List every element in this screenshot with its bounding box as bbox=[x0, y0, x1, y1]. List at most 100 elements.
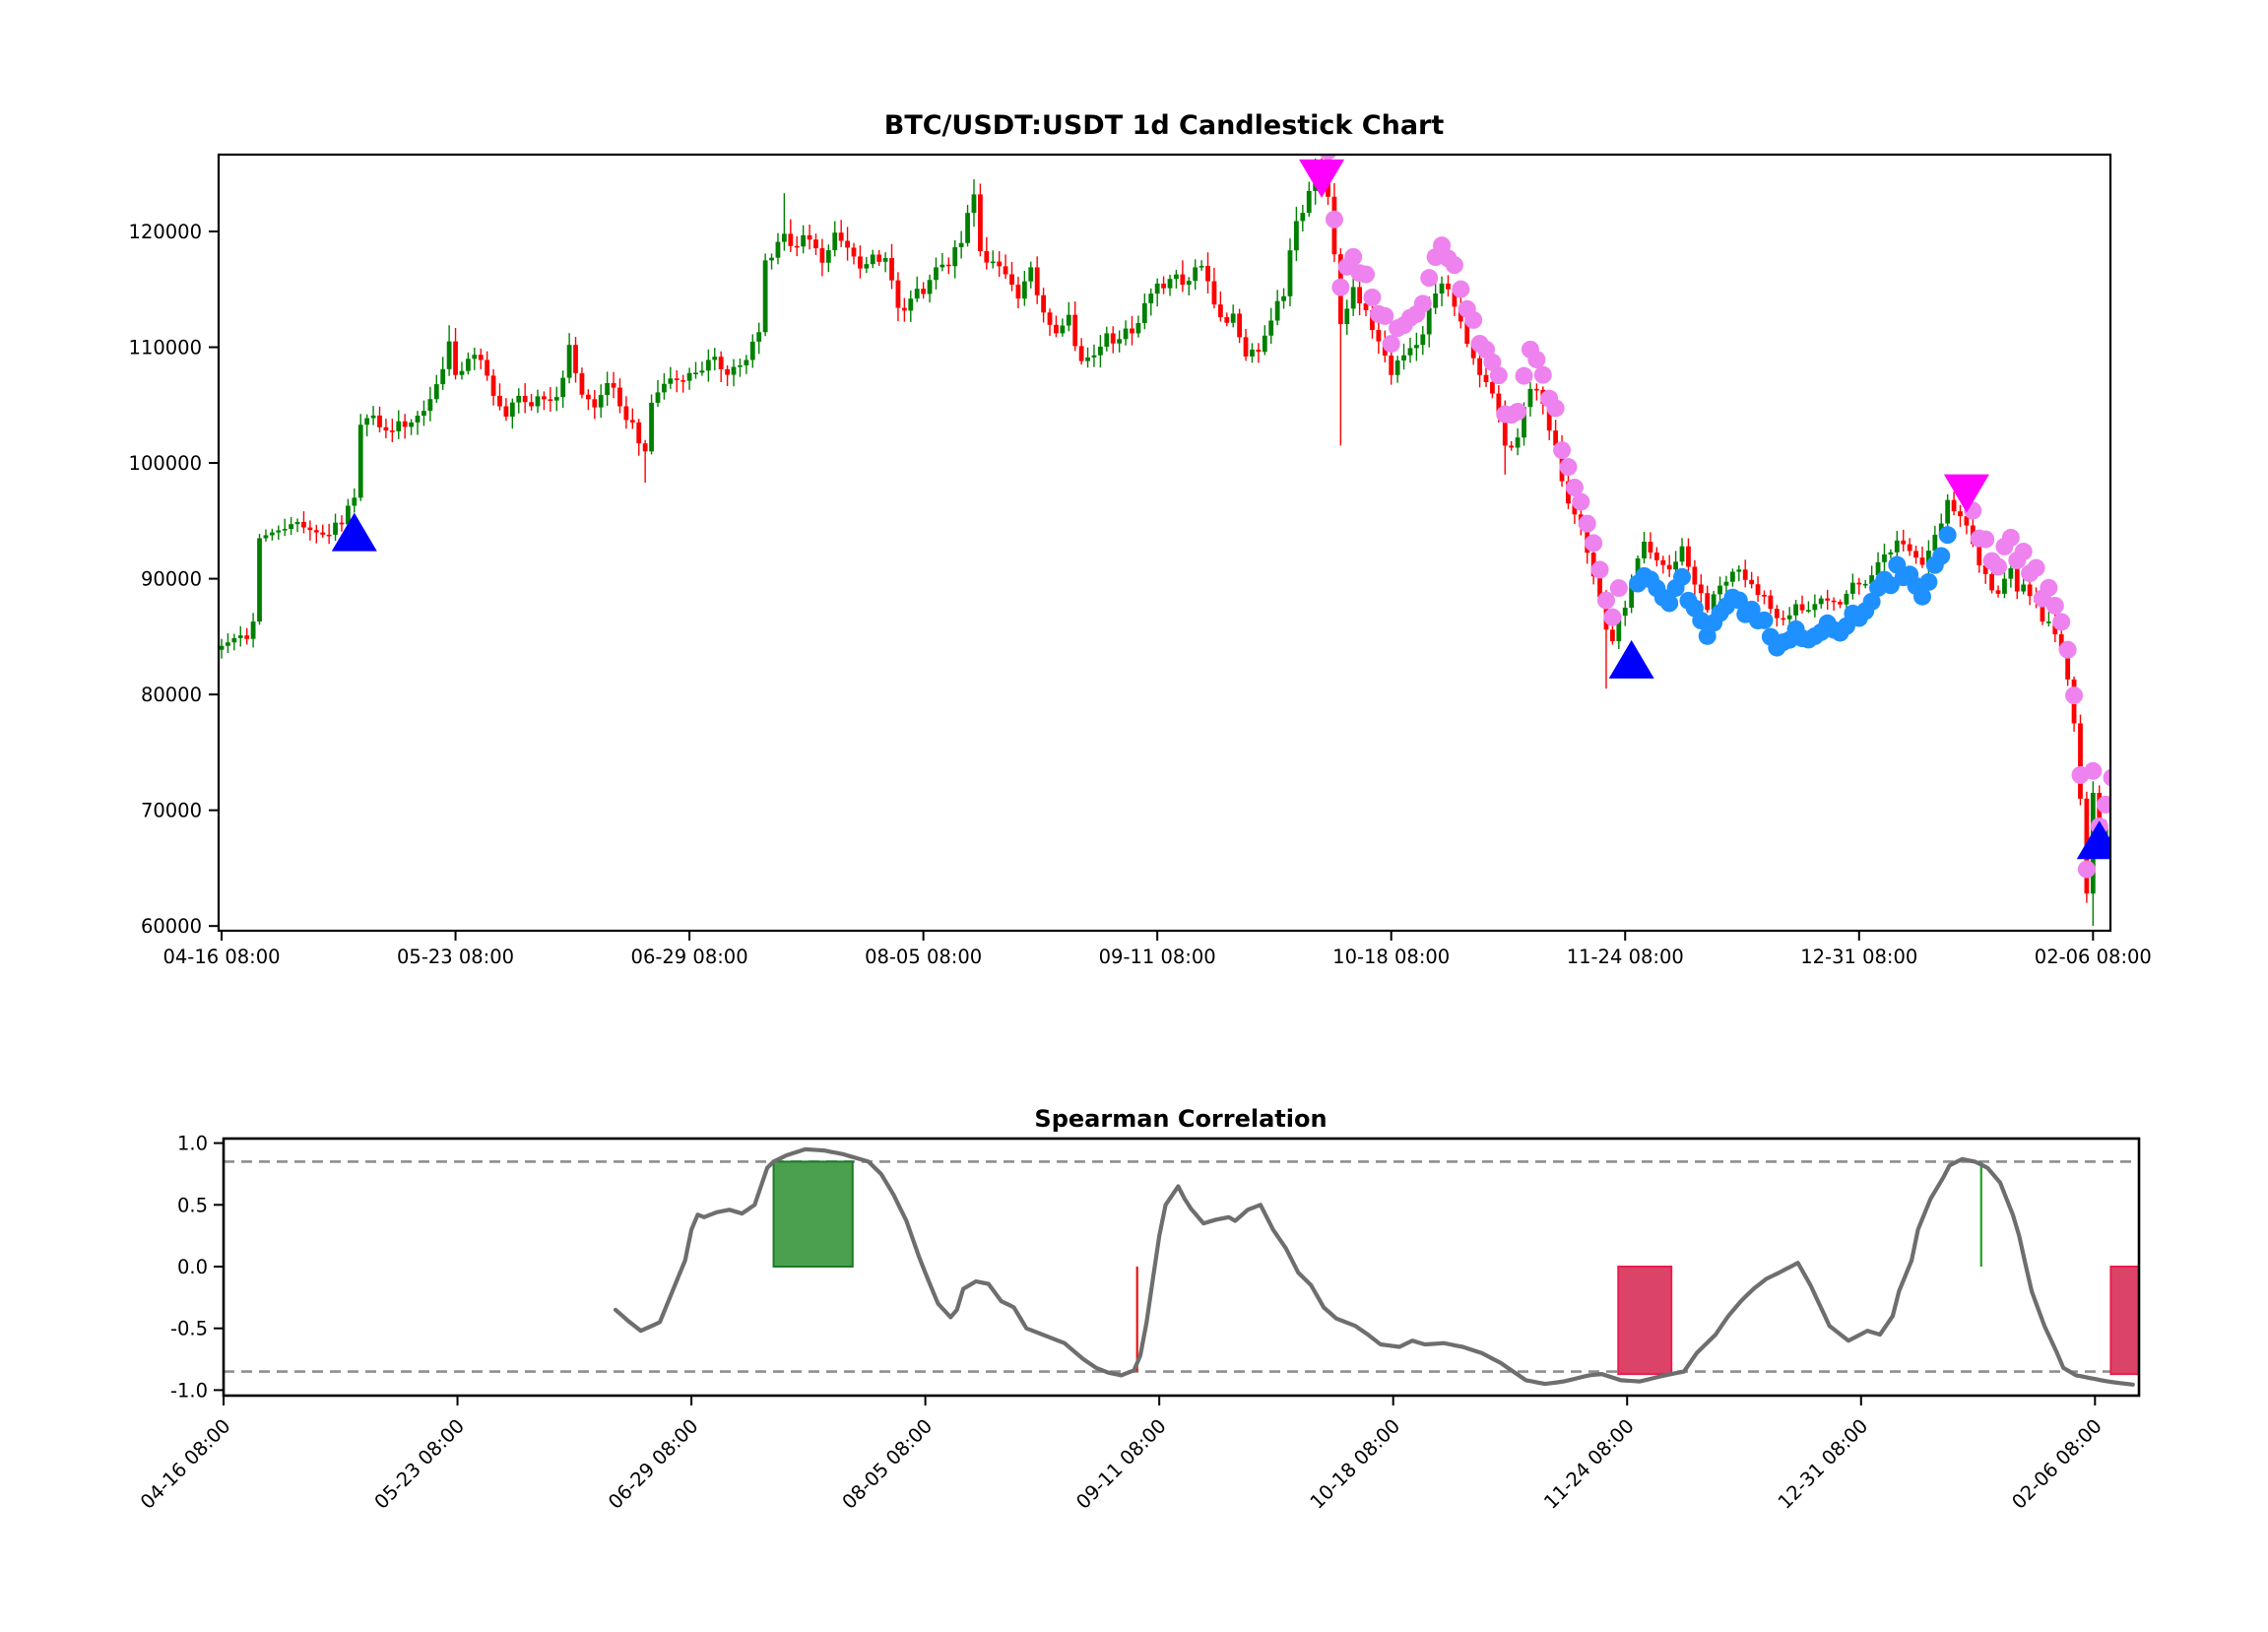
x-tick-label-rotated: 11-24 08:00 bbox=[1539, 1414, 1638, 1513]
candle-body bbox=[990, 261, 996, 264]
x-tick-label-rotated: 05-23 08:00 bbox=[370, 1414, 469, 1513]
candle-body bbox=[490, 375, 496, 396]
candle-body bbox=[1989, 573, 1994, 591]
candle-body bbox=[997, 261, 1003, 267]
violet-dot bbox=[1325, 210, 1343, 228]
candle-body bbox=[1736, 569, 1742, 572]
violet-dot bbox=[1376, 306, 1394, 325]
candle-body bbox=[1047, 312, 1053, 325]
candle-body bbox=[1439, 283, 1445, 294]
candle-body bbox=[1755, 584, 1761, 596]
candle-body bbox=[1205, 266, 1210, 282]
candle-body bbox=[1838, 602, 1843, 605]
candle-body bbox=[858, 256, 863, 269]
violet-dot bbox=[1357, 265, 1376, 284]
candle-body bbox=[1426, 307, 1432, 335]
candle-body bbox=[497, 395, 502, 407]
candle-body bbox=[1420, 334, 1426, 346]
candle-body bbox=[1300, 213, 1306, 222]
candle-body bbox=[978, 194, 983, 251]
candle-body bbox=[244, 635, 250, 639]
violet-dot bbox=[1452, 280, 1470, 298]
blue-dot bbox=[1698, 626, 1717, 645]
candle-body bbox=[592, 399, 598, 408]
candle-body bbox=[1660, 559, 1666, 565]
x-tick-label-rotated: 06-29 08:00 bbox=[604, 1414, 702, 1513]
candle-body bbox=[1376, 330, 1382, 342]
candle-body bbox=[1527, 388, 1533, 408]
candle-body bbox=[1180, 274, 1186, 286]
y-tick-label: 0.0 bbox=[177, 1256, 208, 1278]
candle-body bbox=[642, 443, 648, 452]
candle-body bbox=[370, 415, 376, 419]
candle-body bbox=[1167, 279, 1173, 289]
candle-body bbox=[756, 332, 762, 342]
candle-body bbox=[832, 232, 838, 251]
candle-body bbox=[1502, 413, 1508, 446]
x-tick-label: 10-18 08:00 bbox=[1332, 946, 1450, 968]
candle-body bbox=[1818, 598, 1824, 605]
candle-body bbox=[352, 497, 357, 506]
candle-body bbox=[1679, 546, 1685, 562]
candle-body bbox=[940, 264, 945, 268]
x-tick-label-rotated: 08-05 08:00 bbox=[838, 1414, 937, 1513]
candle-body bbox=[529, 402, 534, 407]
x-tick-label-rotated: 09-11 08:00 bbox=[1071, 1414, 1170, 1513]
violet-dot bbox=[1578, 514, 1596, 533]
candle-body bbox=[1452, 289, 1458, 307]
candle-body bbox=[333, 522, 338, 535]
violet-dot bbox=[1331, 278, 1350, 296]
candle-body bbox=[1015, 285, 1021, 299]
candle-body bbox=[1982, 565, 1988, 574]
candle-body bbox=[1964, 516, 1970, 526]
candle-body bbox=[1799, 604, 1805, 611]
candle-body bbox=[389, 430, 395, 432]
candle-body bbox=[864, 264, 870, 269]
candle-body bbox=[560, 377, 566, 398]
candle-body bbox=[725, 368, 730, 375]
candle-body bbox=[2008, 568, 2014, 579]
candle-body bbox=[927, 280, 933, 294]
candle-body bbox=[1705, 593, 1711, 611]
candle-body bbox=[377, 415, 382, 427]
correlation-chart-title: Spearman Correlation bbox=[1034, 1105, 1328, 1133]
x-tick-label: 08-05 08:00 bbox=[865, 946, 982, 968]
candle-body bbox=[1490, 381, 1495, 394]
violet-dot bbox=[2058, 640, 2077, 659]
candle-body bbox=[294, 522, 300, 525]
candle-body bbox=[1666, 564, 1672, 570]
candle-body bbox=[1976, 544, 1982, 566]
candle-body bbox=[794, 245, 800, 248]
candle-body bbox=[1742, 569, 1748, 580]
candle-body bbox=[1085, 357, 1090, 361]
candle-body bbox=[908, 298, 914, 311]
candle-body bbox=[446, 341, 452, 369]
candle-body bbox=[1831, 600, 1837, 603]
candle-body bbox=[409, 422, 414, 427]
candle-body bbox=[788, 233, 794, 246]
candle-body bbox=[813, 239, 818, 249]
candle-body bbox=[1653, 552, 1659, 560]
candle-body bbox=[1066, 314, 1071, 326]
candle-body bbox=[566, 345, 572, 378]
violet-dot bbox=[1363, 288, 1382, 306]
blue-dot bbox=[1862, 592, 1881, 611]
candle-body bbox=[738, 364, 743, 367]
candle-body bbox=[1174, 274, 1179, 280]
candle-body bbox=[1812, 604, 1818, 611]
candle-body bbox=[1054, 324, 1059, 334]
candle-body bbox=[1723, 581, 1729, 586]
candle-body bbox=[605, 382, 611, 396]
candle-body bbox=[1028, 267, 1034, 282]
candles bbox=[219, 158, 2110, 927]
sell-triangle-marker bbox=[1299, 159, 1345, 198]
candle-body bbox=[1951, 499, 1957, 512]
candlestick-chart-title: BTC/USDT:USDT 1d Candlestick Chart bbox=[883, 110, 1445, 141]
candle-body bbox=[971, 194, 977, 214]
buy-triangle-marker bbox=[2076, 820, 2110, 860]
candle-body bbox=[1862, 583, 1868, 586]
candle-body bbox=[1287, 250, 1293, 296]
candle-body bbox=[1781, 618, 1786, 620]
candle-body bbox=[1869, 575, 1875, 584]
candle-body bbox=[1224, 316, 1230, 323]
